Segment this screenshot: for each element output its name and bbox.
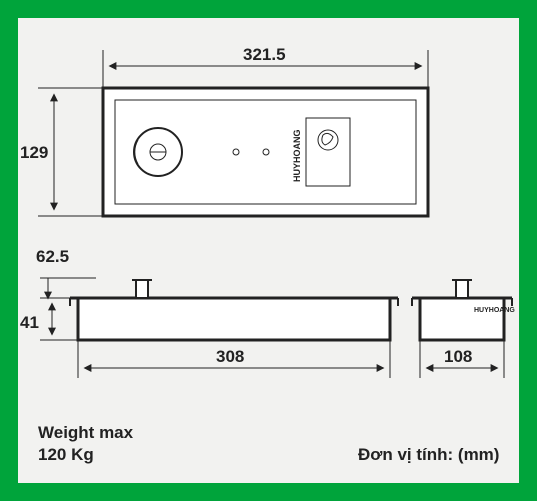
dim-depth-label: 62.5 [36,247,69,266]
dim-depth-h: 41 [20,313,39,332]
dim-bottom-width: 308 [216,347,244,366]
dim-width-top: 321.5 [243,45,286,64]
dim-height-left: 129 [20,143,48,162]
brand-text-top: HUYHOANG [292,129,302,182]
unit-label: Đơn vị tính: (mm) [358,445,499,464]
brand-text-side: HUYHOANG [474,307,515,314]
weight-line2: 120 Kg [38,445,94,464]
dim-side-width: 108 [444,347,472,366]
weight-line1: Weight max [38,423,134,442]
